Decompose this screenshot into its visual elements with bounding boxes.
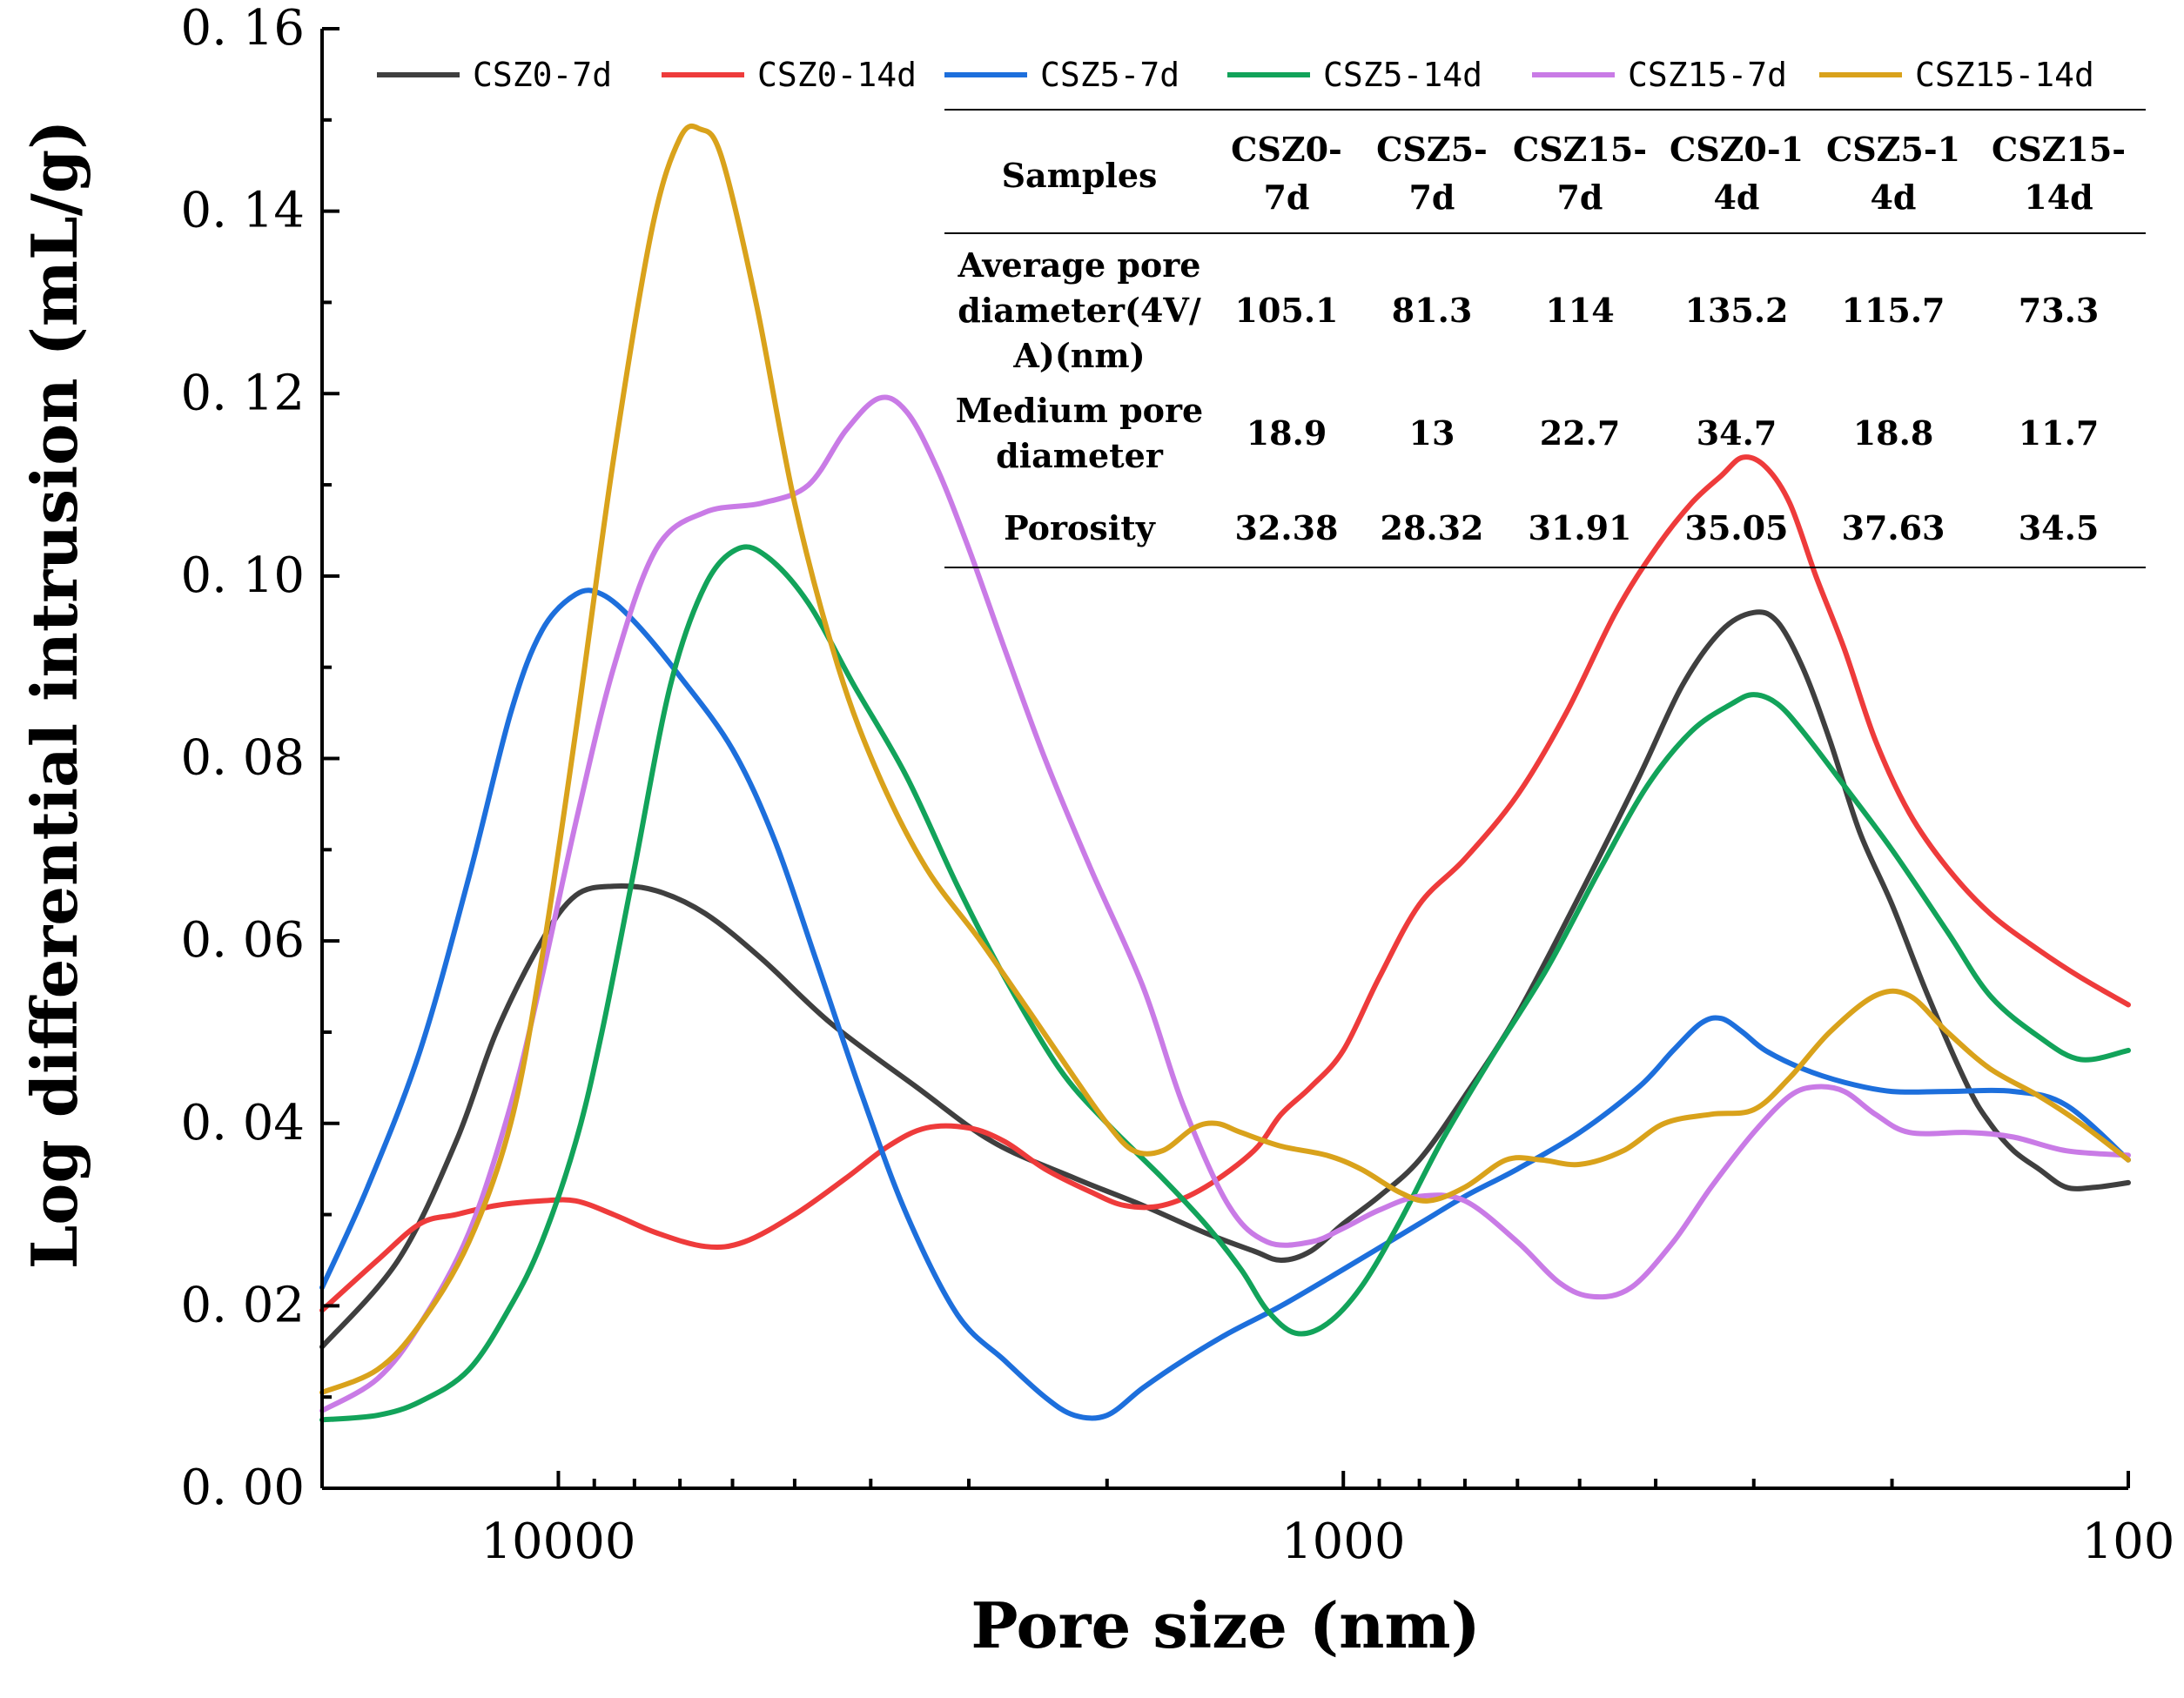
data-table: Samples CSZ0- 7d CSZ5- 7d CSZ15- 7d CSZ0-1 4d CSZ…	[944, 109, 2146, 568]
table-column-header: 4d	[1713, 178, 1759, 217]
table-cell: 32.38	[1235, 508, 1339, 547]
legend-label: CSZ0-14d	[757, 56, 917, 94]
table-column-header: CSZ15-	[1513, 130, 1647, 169]
series-line-csz5-7d	[319, 587, 2131, 1421]
y-tick-label: 0. 12	[181, 365, 306, 421]
table-column-header: 7d	[1556, 178, 1603, 217]
table-cell: 13	[1409, 413, 1455, 453]
table-header-samples: Samples	[1002, 156, 1158, 195]
table-cell: 81.3	[1392, 291, 1473, 330]
table-column-header: 14d	[2024, 178, 2093, 217]
table-cell: 115.7	[1842, 291, 1945, 330]
table-cell: 11.7	[2019, 413, 2100, 453]
table-column-header: 7d	[1408, 178, 1455, 217]
legend-label: CSZ15-14d	[1915, 56, 2094, 94]
x-tick-label: 100	[2082, 1513, 2175, 1570]
y-tick-label: 0. 02	[181, 1277, 306, 1333]
table-cell: 34.7	[1697, 413, 1777, 453]
table-cell: 35.05	[1685, 508, 1789, 547]
axes: 0. 00 0. 02 0. 04 0. 06 0. 08 0. 10 0. 12 0. 14…	[181, 0, 2175, 1570]
table-column-header: CSZ5-1	[1826, 130, 1960, 169]
table-row-label: diameter	[996, 436, 1164, 475]
y-tick-label: 0. 14	[181, 183, 306, 239]
plot-area	[319, 124, 2131, 1423]
table-column-header: 4d	[1870, 178, 1916, 217]
series-line-csz0-7d	[319, 609, 2131, 1350]
series-line-csz15-14d	[319, 124, 2131, 1395]
series-line-csz15-7d	[319, 394, 2131, 1413]
y-tick-label: 0. 04	[181, 1095, 306, 1151]
table-column-header: CSZ0-	[1231, 130, 1342, 169]
table-column-header: CSZ0-1	[1670, 130, 1804, 169]
table-row-label: Medium pore	[956, 391, 1203, 430]
table-cell: 73.3	[2019, 291, 2100, 330]
series-line-csz0-14d	[319, 454, 2131, 1313]
legend-label: CSZ15-7d	[1628, 56, 1787, 94]
legend-label: CSZ5-14d	[1323, 56, 1482, 94]
table-cell: 31.91	[1529, 508, 1632, 547]
y-axis-title: Log differential intrusion (mL/g)	[17, 120, 91, 1270]
table-cell: 28.32	[1381, 508, 1484, 547]
table-column-header: CSZ15-	[1992, 130, 2126, 169]
table-cell: 37.63	[1842, 508, 1945, 547]
table-column-header: CSZ5-	[1376, 130, 1488, 169]
table-cell: 22.7	[1540, 413, 1621, 453]
x-tick-label: 10000	[480, 1513, 635, 1570]
x-tick-label: 1000	[1281, 1513, 1406, 1570]
table-row-label: Average pore	[958, 245, 1201, 285]
y-tick-label: 0. 08	[181, 730, 306, 787]
table-cell: 18.8	[1853, 413, 1934, 453]
y-tick-label: 0. 06	[181, 912, 306, 969]
x-axis-title: Pore size (nm)	[971, 1588, 1480, 1662]
table-cell: 34.5	[2019, 508, 2100, 547]
table-cell: 114	[1545, 291, 1614, 330]
series-line-csz5-14d	[319, 544, 2131, 1423]
y-tick-label: 0. 10	[181, 547, 306, 604]
table-cell: 135.2	[1685, 291, 1789, 330]
table-row-label: A)(nm)	[1012, 336, 1145, 375]
y-tick-label: 0. 16	[181, 0, 306, 57]
table-column-header: 7d	[1263, 178, 1309, 217]
table-row-label: diameter(4V/	[958, 291, 1201, 330]
legend-label: CSZ5-7d	[1040, 56, 1179, 94]
legend-label: CSZ0-7d	[473, 56, 612, 94]
table-cell: 105.1	[1235, 291, 1339, 330]
y-tick-label: 0. 00	[181, 1460, 306, 1516]
legend: CSZ0-7d CSZ0-14d CSZ5-7d CSZ5-14d CSZ15-7d CS…	[377, 56, 2094, 94]
table-cell: 18.9	[1247, 413, 1327, 453]
table-row-label: Porosity	[1004, 508, 1156, 547]
